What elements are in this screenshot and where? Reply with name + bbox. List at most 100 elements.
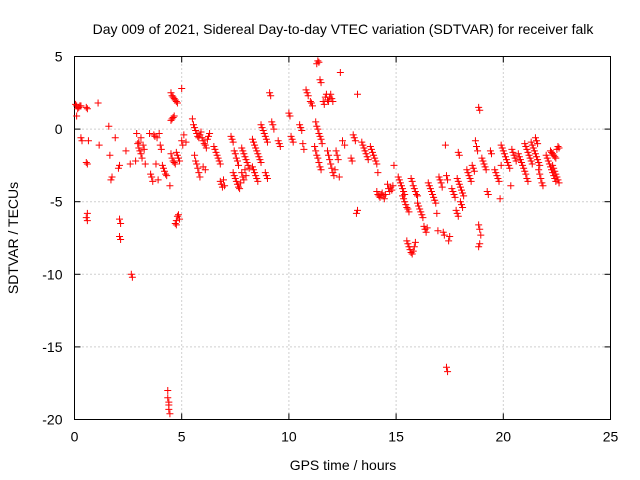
data-point — [174, 154, 182, 162]
data-point — [140, 145, 148, 153]
data-point — [414, 192, 422, 200]
data-point — [327, 90, 335, 98]
data-point — [158, 161, 166, 169]
data-point — [274, 137, 282, 145]
data-point — [228, 135, 236, 143]
data-point — [193, 129, 201, 137]
data-point — [317, 135, 325, 143]
data-point — [364, 156, 372, 164]
data-point — [514, 150, 522, 158]
x-tick-label: 25 — [603, 429, 619, 445]
data-point — [521, 167, 529, 175]
y-tick-label: -10 — [42, 266, 62, 282]
data-point — [420, 222, 428, 230]
data-point — [83, 105, 91, 113]
data-point — [481, 163, 489, 171]
data-point — [454, 212, 462, 220]
data-point — [221, 182, 229, 190]
data-point — [216, 160, 224, 168]
y-tick-label: -15 — [42, 339, 62, 355]
data-point — [551, 153, 559, 161]
data-point — [464, 169, 472, 177]
data-point — [126, 160, 134, 168]
data-point — [164, 394, 172, 402]
data-point — [465, 172, 473, 180]
data-point — [198, 134, 206, 142]
data-point — [201, 166, 209, 174]
data-point — [138, 154, 146, 162]
data-point — [409, 182, 417, 190]
data-point — [531, 134, 539, 142]
data-point — [172, 98, 180, 106]
data-point — [534, 156, 542, 164]
data-point — [250, 138, 258, 146]
data-point — [500, 150, 508, 158]
data-point — [82, 214, 90, 222]
data-point — [266, 89, 274, 97]
data-point — [210, 143, 218, 151]
data-point — [520, 164, 528, 172]
data-point — [303, 89, 311, 97]
data-point — [409, 247, 417, 255]
data-point — [408, 250, 416, 258]
data-point — [442, 172, 450, 180]
data-point — [405, 208, 413, 216]
data-point — [165, 398, 173, 406]
data-point — [276, 143, 284, 151]
data-point — [445, 237, 453, 245]
data-point — [333, 151, 341, 159]
data-point — [227, 132, 235, 140]
data-point — [275, 140, 283, 148]
y-tick-label: 0 — [55, 121, 63, 137]
data-point — [201, 141, 209, 149]
data-point — [260, 129, 268, 137]
y-tick-labels: -20 -15 -10 -5 0 5 — [42, 49, 62, 428]
data-point — [238, 169, 246, 177]
data-point — [483, 188, 491, 196]
data-point — [258, 124, 266, 132]
data-point — [454, 177, 462, 185]
data-point — [78, 137, 86, 145]
data-point — [459, 204, 467, 212]
data-point — [551, 167, 559, 175]
data-point — [503, 156, 511, 164]
data-point — [240, 150, 248, 158]
data-points — [72, 57, 563, 418]
data-point — [241, 153, 249, 161]
data-point — [153, 134, 161, 142]
data-point — [518, 158, 526, 166]
data-point — [433, 209, 441, 217]
data-point — [231, 150, 239, 158]
data-point — [152, 160, 160, 168]
data-point — [534, 140, 542, 148]
data-point — [95, 141, 103, 149]
data-point — [358, 138, 366, 146]
data-point — [328, 95, 336, 103]
data-point — [133, 129, 141, 137]
data-point — [135, 138, 143, 146]
data-point — [369, 148, 377, 156]
axis-ticks — [74, 56, 611, 420]
data-point — [373, 160, 381, 168]
data-point — [501, 153, 509, 161]
data-point — [203, 135, 211, 143]
data-point — [545, 160, 553, 168]
data-point — [527, 138, 535, 146]
data-point — [254, 150, 262, 158]
data-point — [232, 154, 240, 162]
data-point — [470, 167, 478, 175]
data-point — [335, 173, 343, 181]
data-point — [149, 177, 157, 185]
data-point — [192, 157, 200, 165]
data-point — [491, 166, 499, 174]
data-point — [286, 112, 294, 120]
data-point — [229, 138, 237, 146]
data-point — [254, 177, 262, 185]
data-point — [106, 151, 114, 159]
data-point — [332, 147, 340, 155]
data-point — [122, 147, 130, 155]
data-point — [341, 141, 349, 149]
data-point — [527, 157, 535, 165]
data-point — [418, 211, 426, 219]
data-point — [412, 190, 420, 198]
